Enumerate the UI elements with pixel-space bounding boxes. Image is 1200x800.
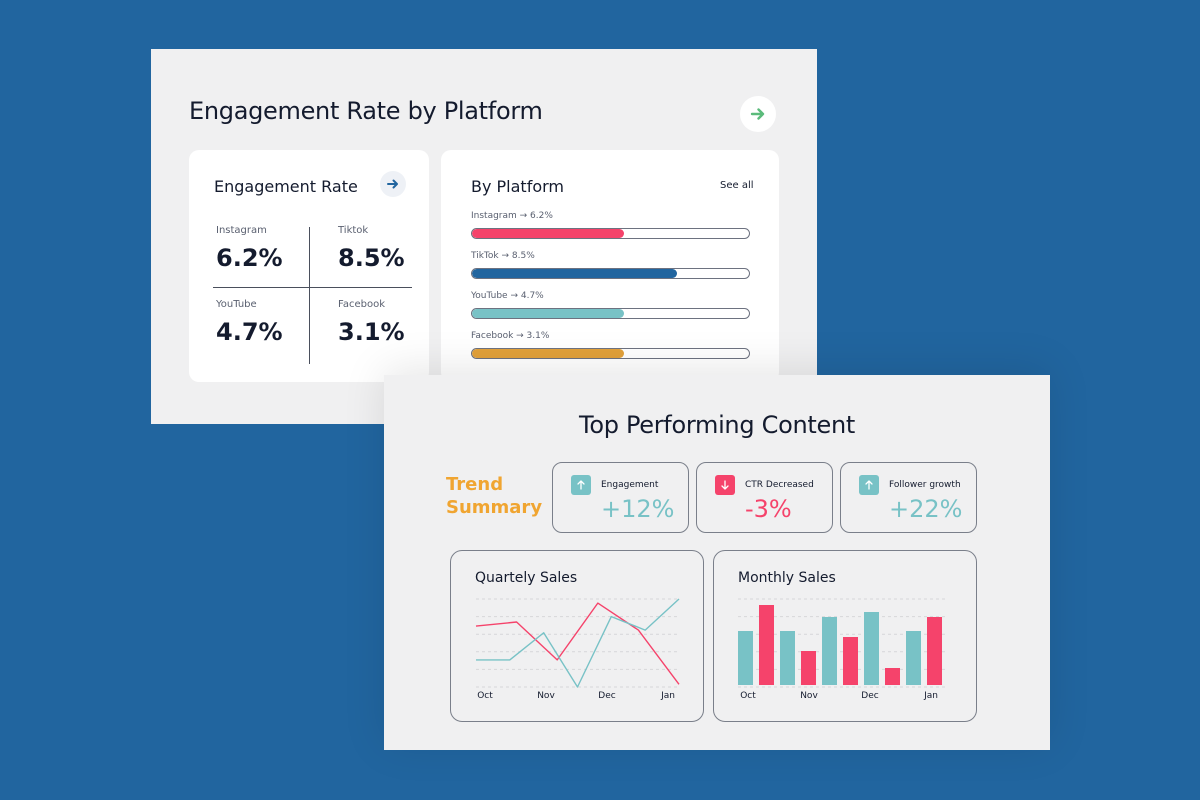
trend-name: CTR Decreased <box>745 480 814 490</box>
stat-instagram: Instagram 6.2% <box>216 225 283 272</box>
monthly-sales-bar-chart: Oct Nov Dec Jan <box>738 598 948 701</box>
quarterly-sales-card: Quartely Sales Oct Nov Dec Jan <box>450 550 704 722</box>
bar <box>906 631 921 685</box>
stat-value: 6.2% <box>216 244 283 272</box>
x-tick-label: Dec <box>861 691 878 701</box>
x-tick-label: Nov <box>537 691 555 701</box>
bar <box>885 668 900 685</box>
platform-row-label: TikTok → 8.5% <box>471 251 535 261</box>
trend-name: Follower growth <box>889 480 961 490</box>
x-tick-label: Oct <box>477 691 493 701</box>
x-tick-label: Dec <box>598 691 615 701</box>
chart-title: Monthly Sales <box>738 570 836 586</box>
progress-track <box>471 228 750 239</box>
x-tick-label: Jan <box>923 691 938 701</box>
arrow-right-icon <box>387 179 398 189</box>
grid-divider-vertical <box>309 227 310 364</box>
engagement-rate-arrow-button[interactable] <box>380 171 406 197</box>
bar <box>927 617 942 685</box>
trend-value: -3% <box>745 495 792 523</box>
arrow-up-icon <box>859 475 879 495</box>
trend-summary-label: Trend Summary <box>446 473 542 519</box>
stat-label: Instagram <box>216 225 267 236</box>
progress-fill <box>472 229 625 238</box>
by-platform-card: By Platform See all Instagram → 6.2% Tik… <box>441 150 779 382</box>
trend-value: +22% <box>889 495 963 523</box>
by-platform-title: By Platform <box>471 177 565 196</box>
stat-facebook: Facebook 3.1% <box>338 299 405 346</box>
stat-value: 8.5% <box>338 244 405 272</box>
stat-value: 4.7% <box>216 318 283 346</box>
arrow-down-icon <box>715 475 735 495</box>
platform-row-label: Instagram → 6.2% <box>471 211 553 221</box>
x-tick-label: Nov <box>800 691 818 701</box>
stat-label: YouTube <box>216 299 257 310</box>
arrow-right-icon <box>750 108 765 120</box>
platform-row-label: Facebook → 3.1% <box>471 331 550 341</box>
trend-card-engagement[interactable]: Engagement +12% <box>552 462 689 533</box>
platform-row-instagram: Instagram → 6.2% <box>471 211 751 239</box>
trend-name: Engagement <box>601 480 659 490</box>
engagement-rate-card: Engagement Rate Instagram 6.2% Tiktok 8.… <box>189 150 429 382</box>
monthly-sales-card: Monthly Sales Oct Nov Dec Jan <box>713 550 977 722</box>
progress-fill <box>472 309 625 318</box>
trend-card-follower-growth[interactable]: Follower growth +22% <box>840 462 977 533</box>
progress-fill <box>472 269 677 278</box>
see-all-link[interactable]: See all <box>720 180 754 191</box>
progress-track <box>471 268 750 279</box>
trend-value: +12% <box>601 495 675 523</box>
series-line <box>475 602 680 685</box>
stat-label: Tiktok <box>338 225 369 236</box>
bar <box>738 631 753 685</box>
bar <box>780 631 795 685</box>
x-tick-label: Oct <box>740 691 756 701</box>
series-line <box>476 598 680 688</box>
progress-track <box>471 308 750 319</box>
platform-row-label: YouTube → 4.7% <box>471 291 544 301</box>
stat-youtube: YouTube 4.7% <box>216 299 283 346</box>
arrow-up-icon <box>571 475 591 495</box>
bar <box>759 605 774 685</box>
chart-title: Quartely Sales <box>475 570 578 586</box>
platform-row-tiktok: TikTok → 8.5% <box>471 251 751 279</box>
bar <box>822 617 837 685</box>
grid-divider-horizontal <box>213 287 412 288</box>
trend-card-ctr[interactable]: CTR Decreased -3% <box>696 462 833 533</box>
engagement-panel: Engagement Rate by Platform Engagement R… <box>151 49 817 424</box>
content-panel: Top Performing Content Trend Summary Eng… <box>384 375 1050 750</box>
x-tick-label: Jan <box>660 691 675 701</box>
progress-track <box>471 348 750 359</box>
platform-row-facebook: Facebook → 3.1% <box>471 331 751 359</box>
trend-summary-line-1: Trend <box>446 474 504 495</box>
platform-row-youtube: YouTube → 4.7% <box>471 291 751 319</box>
trend-summary-line-2: Summary <box>446 497 543 518</box>
bar <box>864 612 879 685</box>
engagement-rate-title: Engagement Rate <box>214 177 358 196</box>
quarterly-sales-line-chart: Oct Nov Dec Jan <box>475 598 680 701</box>
bar <box>843 637 858 685</box>
stat-label: Facebook <box>338 299 385 310</box>
stat-value: 3.1% <box>338 318 405 346</box>
engagement-panel-title: Engagement Rate by Platform <box>189 97 543 125</box>
bar <box>801 651 816 685</box>
progress-fill <box>472 349 625 358</box>
content-panel-title: Top Performing Content <box>579 411 855 439</box>
stat-tiktok: Tiktok 8.5% <box>338 225 405 272</box>
engagement-panel-arrow-button[interactable] <box>740 96 776 132</box>
